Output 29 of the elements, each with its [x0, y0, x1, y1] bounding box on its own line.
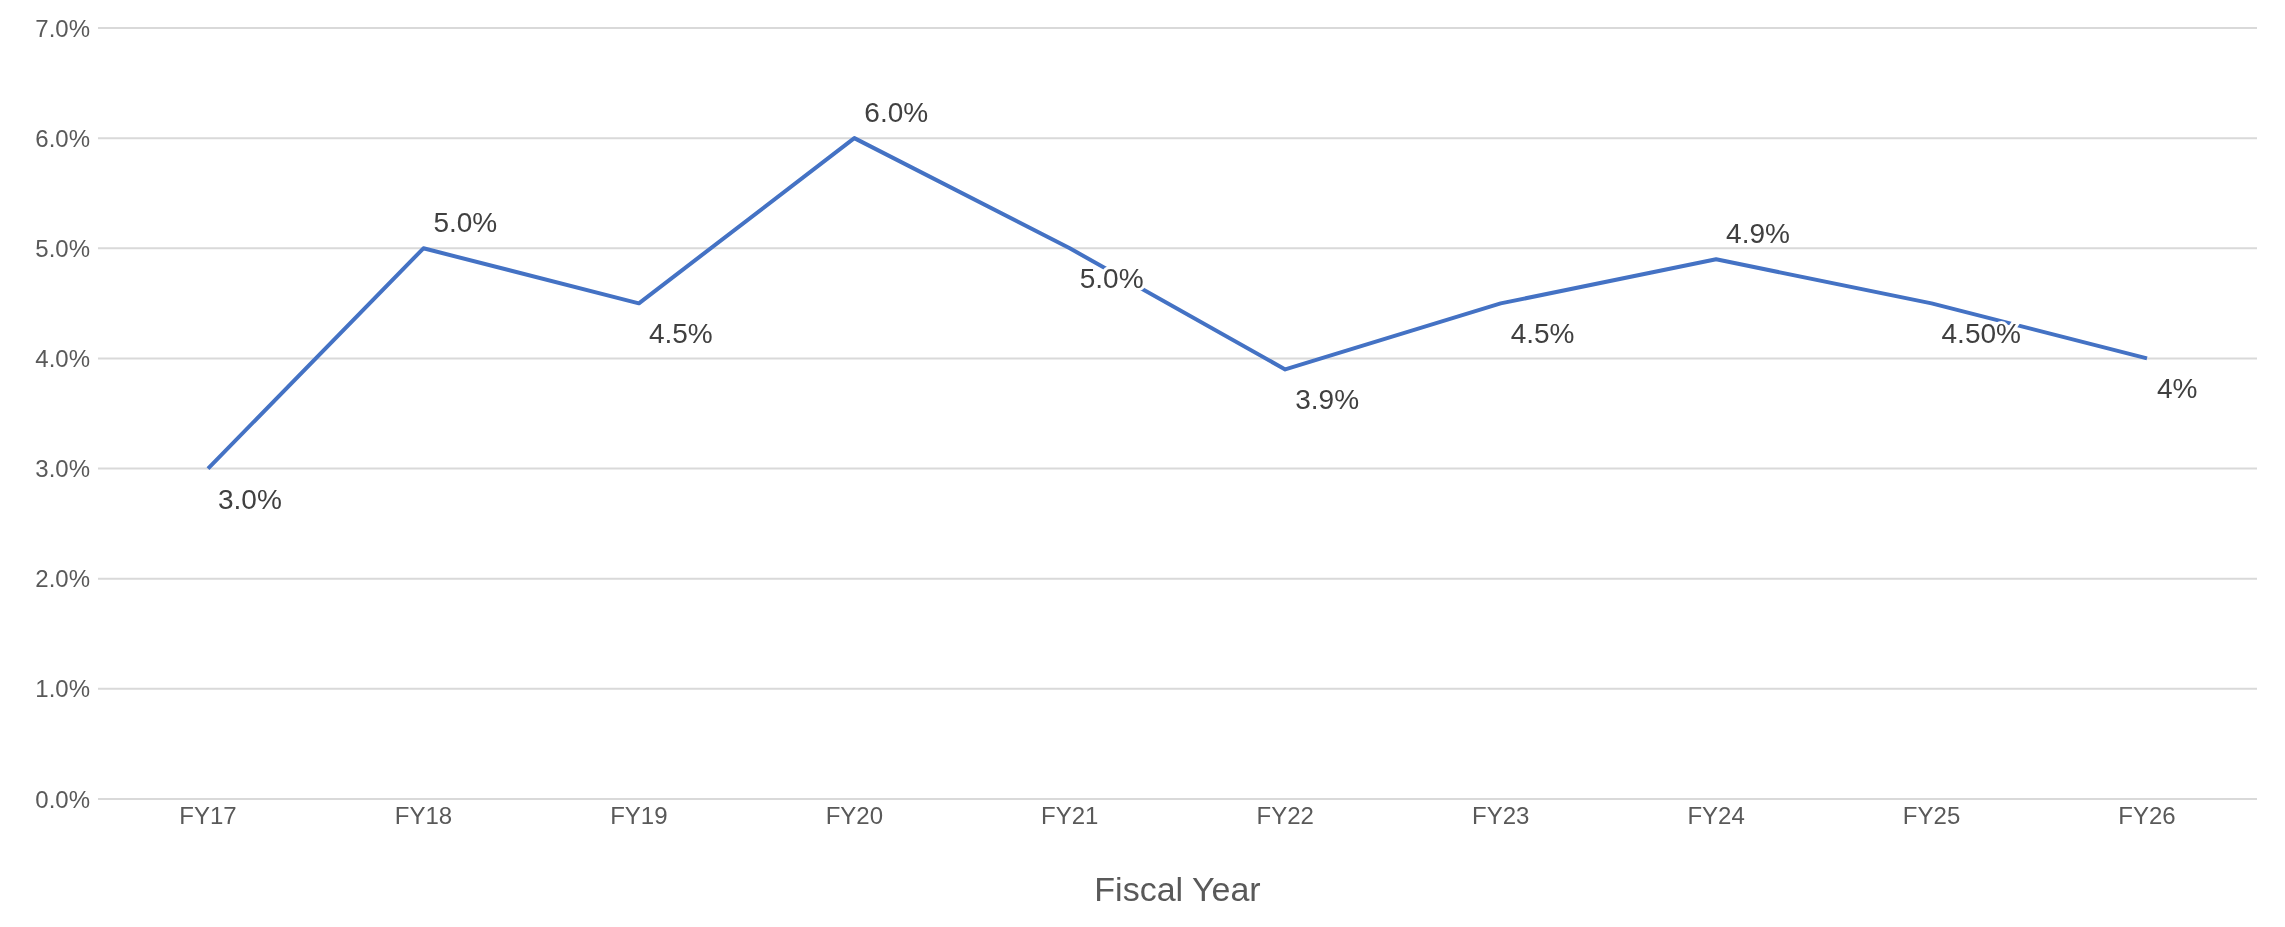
data-label: 4.5% [1510, 318, 1575, 350]
data-label: 3.9% [1295, 384, 1360, 416]
x-tick-label: FY24 [1687, 802, 1745, 830]
data-label: 4.5% [648, 318, 713, 350]
x-tick-label: FY26 [2118, 802, 2176, 830]
x-tick-label: FY21 [1041, 802, 1099, 830]
y-tick-label: 5.0% [35, 234, 90, 262]
x-tick-label: FY25 [1902, 802, 1961, 830]
data-label: 4.9% [1726, 218, 1790, 250]
data-label: 4% [2157, 373, 2198, 405]
x-axis-title: Fiscal Year [1094, 870, 1261, 908]
y-tick-label: 7.0% [35, 14, 90, 42]
y-tick-label: 6.0% [35, 124, 90, 152]
data-label: 3.0% [218, 483, 282, 515]
y-tick-label: 3.0% [35, 455, 90, 483]
x-tick-label: FY17 [179, 802, 237, 830]
data-label: 4.50% [1941, 318, 2021, 350]
data-label: 5.0% [433, 207, 498, 239]
y-tick-label: 0.0% [35, 785, 90, 813]
x-tick-label: FY20 [825, 802, 884, 830]
line-series [206, 136, 2149, 471]
y-tick-label: 1.0% [35, 675, 90, 703]
x-tick-label: FY18 [394, 802, 453, 830]
x-tick-label: FY22 [1256, 802, 1314, 830]
x-tick-label: FY19 [610, 802, 668, 830]
x-tick-label: FY23 [1471, 802, 1530, 830]
data-label: 6.0% [864, 97, 929, 129]
y-tick-label: 2.0% [35, 565, 90, 593]
y-tick-label: 4.0% [35, 344, 90, 372]
